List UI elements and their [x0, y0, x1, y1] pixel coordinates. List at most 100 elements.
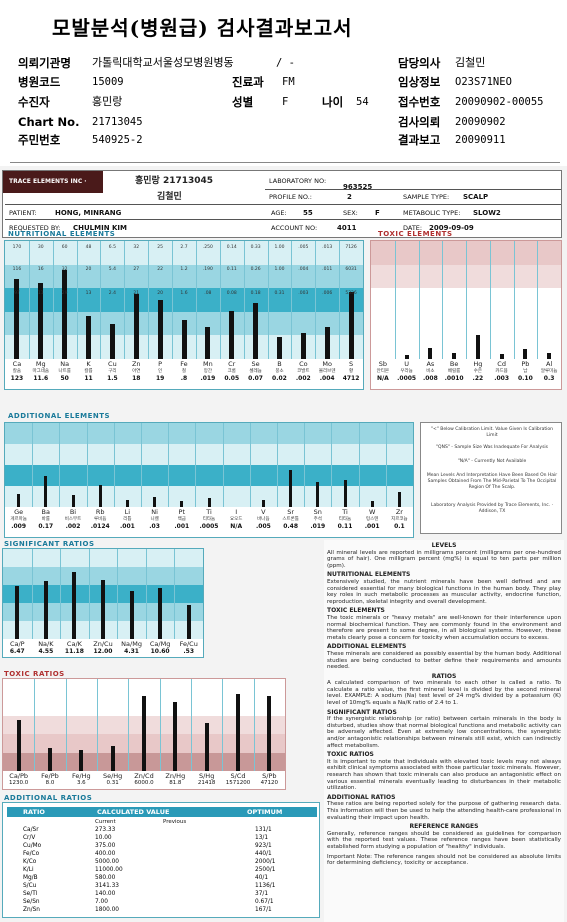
category-korean: 비소: [426, 369, 435, 374]
category-label: Fe: [180, 360, 188, 368]
ratio-current: 580.00: [95, 875, 116, 881]
significant-chart: Ca/P 6.47 Na/K 4.55 Ca/K 11.18 Zn/Cu 12.00 Na/Mg…: [2, 548, 204, 658]
data-bar-Fe/Cu: [186, 605, 191, 639]
data-bar-S/Hg: [204, 723, 209, 771]
toxic-title: TOXIC ELEMENTS: [378, 230, 453, 238]
data-bar-Ti2: [343, 480, 347, 507]
ratio-name: Se/Sn: [23, 899, 40, 905]
data-bar-Ba: [44, 475, 48, 507]
column-divider: [148, 241, 150, 359]
table-row: Mg/B 580.00 40/1: [7, 875, 317, 883]
data-bar-Se: [253, 302, 259, 359]
ratio-optimum: 2000/1: [255, 859, 276, 865]
category-label: Bi: [69, 508, 77, 516]
data-bar-Ca/K: [72, 571, 77, 639]
data-bar-Be: [452, 352, 457, 359]
range-tick: 2.4: [108, 290, 116, 296]
value-label: .009: [11, 523, 26, 530]
category-korean: 나트륨: [58, 369, 71, 374]
stamp-line-1: 홍민랑 21713045: [135, 176, 214, 186]
column-divider: [31, 549, 33, 639]
value-label: 0.11: [337, 523, 353, 530]
column-divider: [76, 241, 78, 359]
ratio-optimum: 37/1: [255, 891, 269, 897]
data-bar-Cd: [499, 353, 504, 359]
category-label: Ca/Pb: [9, 772, 29, 780]
ratio-current: 140.00: [95, 891, 116, 897]
value-label: .002: [65, 523, 81, 530]
value-label: 0.3: [543, 375, 555, 382]
range-band: [3, 679, 285, 698]
toxic-ratios-heading: TOXIC RATIOS: [327, 751, 374, 759]
value-label: 6000.0: [134, 780, 154, 786]
range-tick: 20: [157, 290, 163, 296]
column-divider: [168, 423, 170, 507]
notes-box: "<" Below Calibration Limit. Value Given…: [420, 422, 562, 534]
header-label-receipt-no: 접수번호: [398, 95, 441, 109]
category-label: Mg: [35, 360, 46, 368]
value-label: .019: [310, 523, 326, 530]
range-tick: 27: [133, 266, 140, 272]
category-label: Mn: [202, 360, 213, 368]
value-label: .003: [494, 375, 510, 382]
lab-report-image: TRACE ELEMENTS INC · 4501 Sunbelt Dr. 홍민…: [0, 166, 567, 922]
data-bar-Pb: [523, 349, 528, 359]
date-value: 2009-09-09: [429, 224, 474, 232]
data-bar-Ti: [207, 498, 211, 507]
toxic-text: The toxic minerals or "heavy metals" are…: [327, 614, 561, 641]
category-label: Co: [299, 360, 308, 368]
column-divider: [489, 241, 491, 359]
additional-title: ADDITIONAL ELEMENTS: [8, 412, 111, 420]
levels-text: All mineral levels are reported in milli…: [327, 549, 561, 569]
range-tick: .190: [202, 266, 213, 272]
category-label: Pt: [178, 508, 186, 516]
column-divider: [442, 241, 444, 359]
column-divider: [466, 241, 467, 359]
additional-chart: Ge 게르마늄 .009 Ba 바륨 0.17 Bi 비스무트 .002 Rb 루비듐 .0124 Li…: [4, 422, 414, 538]
data-bar-Mg: [38, 283, 44, 359]
category-korean: 붕소: [275, 369, 284, 374]
header-value-age: 54: [356, 96, 369, 108]
range-tick: 6.5: [108, 245, 116, 250]
category-korean: 바륨: [41, 517, 50, 522]
data-bar-Sr: [289, 470, 293, 507]
range-tick: 20: [85, 266, 92, 272]
range-tick: .003: [298, 290, 309, 296]
range-tick: 1.2: [180, 266, 188, 272]
value-label: 0.17: [38, 523, 54, 530]
ratio-name: K/Co: [23, 859, 37, 865]
ratio-optimum: 131/1: [255, 827, 272, 833]
profile-label: PROFILE NO.:: [269, 193, 312, 201]
col-previous: Previous: [163, 819, 187, 825]
note-mean-levels: Mean Levels And Interpretation Have Been…: [426, 473, 558, 490]
category-label: Ca: [12, 360, 22, 368]
header-value-institution: 가톨릭대학교서울성모병원병동: [92, 56, 234, 69]
header-label-chart-no: Chart No.: [18, 115, 80, 129]
column-divider: [277, 423, 278, 507]
category-label: S/Pb: [262, 772, 277, 780]
value-label: 11.18: [64, 648, 84, 655]
range-tick: 48: [85, 245, 92, 250]
report-header: TRACE ELEMENTS INC · 4501 Sunbelt Dr. 홍민…: [2, 170, 562, 238]
range-tick: 32: [61, 266, 68, 272]
value-label: 12.00: [93, 648, 113, 655]
category-korean: 안티몬: [376, 369, 390, 374]
category-label: Na/Mg: [121, 640, 142, 648]
data-bar-Pt: [180, 501, 184, 507]
category-label: Mo: [322, 360, 332, 368]
category-label: S/Cd: [230, 772, 246, 780]
range-tick: .013: [322, 245, 333, 250]
ratio-name: S/Cu: [23, 883, 37, 889]
column-divider: [65, 679, 67, 771]
category-korean: 칼륨: [84, 369, 93, 374]
data-bar-K: [86, 315, 92, 359]
additional-ratios-table: RATIO CALCULATED VALUE OPTIMUM Current P…: [2, 802, 320, 918]
data-bar-Zr: [397, 492, 401, 507]
category-label: B: [277, 360, 282, 368]
data-bar-Fe/Pb: [48, 748, 52, 771]
range-tick: 1.00: [274, 245, 285, 250]
category-label: Zn/Cu: [93, 640, 113, 648]
range-tick: 5336: [345, 290, 357, 296]
metabolic-label: METABOLIC TYPE:: [403, 209, 461, 217]
range-tick: .011: [322, 266, 333, 272]
